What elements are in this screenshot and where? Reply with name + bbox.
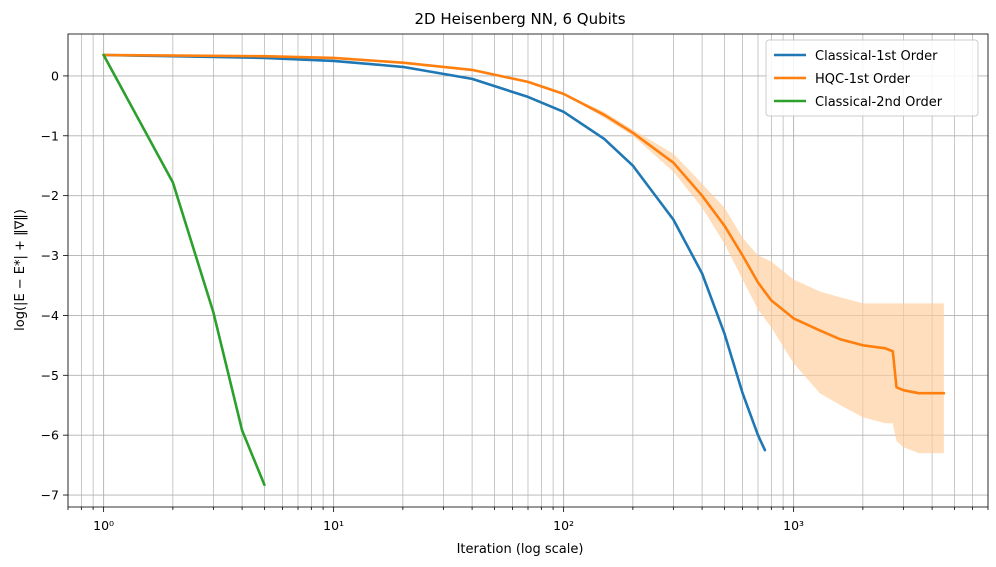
y-tick-label: −3 bbox=[41, 248, 59, 263]
hqc-confidence-band bbox=[103, 55, 944, 454]
y-tick-label: −1 bbox=[41, 128, 59, 143]
x-tick-label: 10² bbox=[553, 518, 574, 533]
series-lines bbox=[102, 53, 946, 487]
y-tick-label: −4 bbox=[41, 308, 59, 323]
x-tick-label: 10³ bbox=[783, 518, 804, 533]
series-line-classical-1st bbox=[102, 53, 767, 452]
y-axis-label: log(|E − E*| + ‖∇‖) bbox=[13, 209, 28, 331]
axis-ticks: 0 −1 −2 −3 −4 −5 −6 −7 10⁰ 10¹ 10² 10³ bbox=[41, 68, 989, 533]
x-tick-label: 10⁰ bbox=[93, 518, 114, 533]
y-tick-label: −2 bbox=[41, 188, 59, 203]
legend-box bbox=[765, 39, 979, 117]
series-line-hqc-1st bbox=[102, 53, 946, 395]
x-tick-label: 10¹ bbox=[323, 518, 344, 533]
x-axis-label: Iteration (log scale) bbox=[457, 542, 584, 557]
y-tick-label: −7 bbox=[41, 488, 59, 503]
chart-title: 2D Heisenberg NN, 6 Qubits bbox=[414, 10, 625, 28]
plot-frame bbox=[67, 33, 989, 508]
legend: Classical-1st Order HQC-1st Order Classi… bbox=[765, 39, 979, 117]
y-tick-label: −6 bbox=[41, 428, 59, 443]
y-tick-label: 0 bbox=[51, 68, 59, 83]
legend-label-classical-1st: Classical-1st Order bbox=[815, 49, 938, 64]
hqc-band-area bbox=[103, 55, 944, 454]
y-tick-label: −5 bbox=[41, 368, 59, 383]
legend-label-hqc-1st: HQC-1st Order bbox=[815, 72, 911, 87]
legend-label-classical-2nd: Classical-2nd Order bbox=[815, 95, 943, 110]
series-line-classical-2nd bbox=[102, 53, 266, 487]
